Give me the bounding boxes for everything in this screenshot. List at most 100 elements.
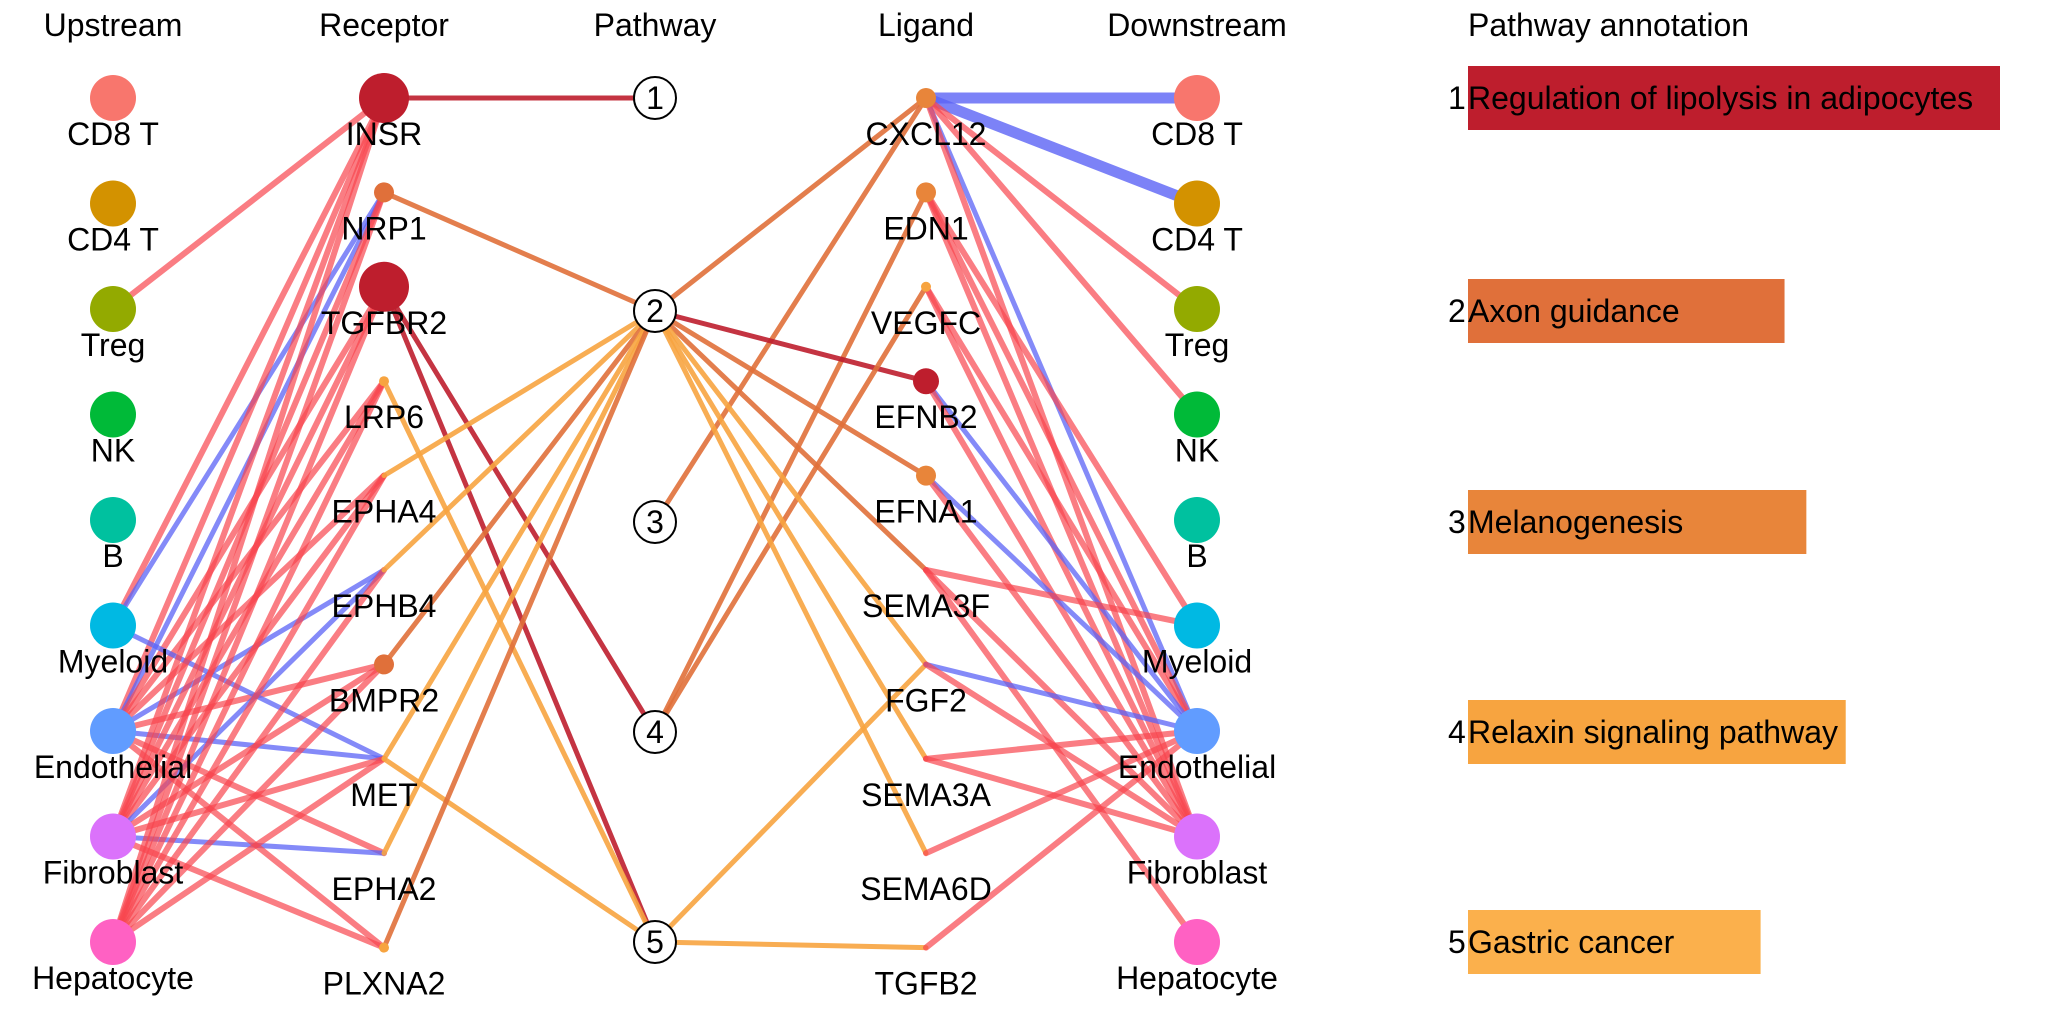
upstream-label-nk: NK [91, 433, 135, 469]
receptor-node-bmpr2 [374, 654, 394, 675]
edge-pathway-4-vegfc [652, 284, 929, 735]
receptor-label-nrp1: NRP1 [341, 210, 426, 246]
edge-ephb4-pathway-2 [381, 308, 658, 573]
downstream-label-cd8-t: CD8 T [1151, 116, 1243, 152]
upstream-node-fibroblast [90, 813, 136, 860]
downstream-label-fibroblast: Fibroblast [1127, 855, 1268, 891]
edge-pathway-2-sema3f [652, 308, 929, 573]
downstream-label-myeloid: Myeloid [1142, 644, 1252, 680]
downstream-node-b [1174, 497, 1220, 543]
edge-pathway-2-cxcl12 [652, 95, 929, 314]
ligand-label-fgf2: FGF2 [885, 682, 967, 718]
edge-sema3a-fibroblast [923, 755, 1200, 840]
receptor-label-lrp6: LRP6 [344, 399, 424, 435]
edge-hepatocyte-epha4 [110, 472, 387, 945]
annotation-id-4: 4 [1448, 714, 1466, 750]
upstream-label-myeloid: Myeloid [58, 644, 168, 680]
edge-nrp1-pathway-2 [381, 189, 658, 314]
downstream-node-fibroblast [1174, 813, 1220, 860]
annotation-id-1: 1 [1448, 80, 1466, 116]
annotation-id-3: 3 [1448, 504, 1466, 540]
edge-met-pathway-5 [381, 756, 658, 945]
annotation-label-4: Relaxin signaling pathway [1468, 714, 1838, 750]
edge-epha4-pathway-2 [381, 308, 658, 479]
nodes-layer: 1 2 3 4 5 [90, 73, 1220, 965]
ligand-node-cxcl12 [916, 88, 936, 108]
pathway-node-5 [633, 920, 677, 964]
edge-pathway-5-fgf2 [652, 661, 929, 945]
annotation-panel: 1 Regulation of lipolysis in adipocytes 2 A… [1448, 66, 2000, 974]
ligand-label-vegfc: VEGFC [871, 305, 981, 341]
edge-bmpr2-pathway-2 [381, 308, 658, 667]
upstream-label-fibroblast: Fibroblast [43, 855, 184, 891]
edge-hepatocyte-ephb4 [110, 567, 387, 945]
edge-hepatocyte-met [110, 755, 387, 945]
ligand-node-efna1 [916, 465, 936, 486]
annotation-bar-2 [1468, 279, 1785, 343]
receptor-node-tgfbr2 [359, 261, 409, 312]
edge-tgfbr2-pathway-5 [381, 284, 658, 945]
downstream-node-cd4-t [1174, 180, 1220, 227]
pathway-node-label-5: 5 [646, 924, 664, 960]
receptor-label-bmpr2: BMPR2 [329, 682, 439, 718]
edge-fgf2-endothelial [923, 661, 1200, 734]
upstream-node-treg [90, 286, 136, 332]
upstream-label-cd8-t: CD8 T [67, 116, 159, 152]
ligand-label-tgfb2: TGFB2 [874, 966, 977, 1002]
annotation-label-2: Axon guidance [1468, 293, 1680, 329]
downstream-node-treg [1174, 286, 1220, 332]
edge-plxna2-pathway-2 [381, 308, 658, 951]
edge-fibroblast-insr [110, 95, 387, 840]
edge-pathway-3-cxcl12 [652, 95, 929, 525]
ligand-label-efnb2: EFNB2 [874, 399, 977, 435]
upstream-node-b [90, 497, 136, 543]
edge-hepatocyte-nrp1 [110, 189, 387, 945]
edge-myeloid-insr [110, 95, 387, 629]
edge-edn1-myeloid [923, 189, 1200, 629]
edge-vegfc-endothelial [923, 283, 1200, 734]
header-upstream: Upstream [44, 7, 183, 43]
upstream-node-nk [90, 391, 136, 438]
edge-lrp6-pathway-5 [381, 378, 658, 945]
edge-epha2-pathway-2 [381, 308, 658, 856]
edge-tgfbr2-pathway-4 [381, 284, 658, 735]
downstream-label-treg: Treg [1165, 327, 1230, 363]
edge-efna1-endothelial [923, 473, 1200, 734]
edge-hepatocyte-lrp6 [110, 378, 387, 945]
edge-efna1-fibroblast [923, 472, 1200, 840]
ligand-node-edn1 [916, 182, 936, 203]
receptor-node-plxna2 [379, 942, 389, 953]
downstream-node-endothelial [1174, 708, 1220, 754]
edge-cxcl12-nk [923, 95, 1200, 418]
edge-endothelial-plxna2 [110, 728, 387, 951]
ligand-label-edn1: EDN1 [883, 210, 968, 246]
receptor-label-ephb4: EPHB4 [332, 588, 437, 624]
edge-pathway-2-efnb2 [652, 308, 929, 384]
pathway-node-3 [633, 500, 677, 544]
header-annotation: Pathway annotation [1468, 7, 1749, 43]
downstream-node-hepatocyte [1174, 919, 1220, 965]
annotation-label-5: Gastric cancer [1468, 924, 1675, 960]
annotation-bar-1 [1468, 66, 2000, 130]
ligand-node-vegfc [921, 281, 931, 292]
receptor-node-lrp6 [379, 376, 389, 387]
receptor-label-epha4: EPHA4 [332, 494, 437, 530]
annotation-id-2: 2 [1448, 293, 1466, 329]
annotation-label-1: Regulation of lipolysis in adipocytes [1468, 80, 1973, 116]
edge-hepatocyte-tgfbr2 [110, 283, 387, 945]
edge-fgf2-fibroblast [923, 661, 1200, 840]
ligand-label-efna1: EFNA1 [874, 494, 977, 530]
labels-layer: Upstream Receptor Pathway Ligand Downstr… [32, 7, 1749, 1002]
edge-pathway-5-tgfb2 [652, 939, 929, 951]
downstream-label-endothelial: Endothelial [1118, 749, 1276, 785]
edge-pathway-2-efna1 [652, 308, 929, 479]
edge-hepatocyte-insr [110, 95, 387, 945]
ligand-label-sema6d: SEMA6D [860, 871, 992, 907]
pathway-node-label-2: 2 [646, 293, 664, 329]
edge-vegfc-fibroblast [923, 283, 1200, 840]
ligand-label-cxcl12: CXCL12 [866, 116, 987, 152]
receptor-label-insr: INSR [346, 116, 422, 152]
upstream-label-treg: Treg [81, 327, 146, 363]
edge-tgfb2-endothelial [923, 728, 1200, 951]
